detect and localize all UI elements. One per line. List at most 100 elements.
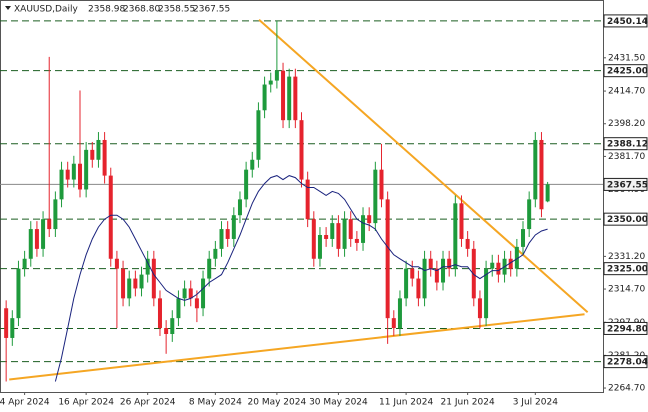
candle-body: [256, 110, 261, 160]
candle-body: [521, 229, 526, 247]
y-tick-label: 2431.50: [608, 53, 645, 63]
candle-body: [16, 268, 21, 319]
header-value: 2367.55: [193, 5, 230, 15]
candle-body: [422, 258, 427, 299]
x-tick-label: 21 Jun 2024: [441, 398, 495, 408]
level-label-box: [603, 14, 648, 28]
y-tick-label: 2398.20: [608, 119, 645, 129]
candle-body: [250, 159, 255, 170]
candle-body: [114, 258, 119, 269]
candle-body: [231, 215, 236, 239]
candle-body: [59, 169, 64, 200]
level-label: 2425.00: [607, 67, 648, 77]
x-tick-label: 8 May 2024: [189, 398, 242, 408]
candle-body: [34, 229, 39, 249]
candle-body: [10, 318, 15, 338]
level-label: 2450.14: [607, 17, 648, 27]
candle-body: [305, 179, 310, 220]
candle-body: [65, 169, 70, 180]
candle-body: [176, 298, 181, 319]
candle-body: [47, 219, 52, 230]
candle-body: [219, 229, 224, 249]
candle-body: [213, 248, 218, 259]
y-tick-label: 2381.70: [608, 152, 645, 162]
x-tick-label: 3 Jul 2024: [513, 398, 558, 408]
candle-body: [262, 84, 267, 111]
header-value: 2358.98: [88, 5, 125, 15]
candle-body: [121, 268, 126, 299]
candle-body: [367, 215, 372, 224]
y-tick-label: 2314.70: [608, 285, 645, 295]
candle-body: [342, 219, 347, 249]
candle-body: [496, 262, 501, 275]
candle-body: [465, 238, 470, 249]
level-label: 2325.00: [607, 265, 648, 275]
candle-body: [22, 258, 27, 269]
candle-body: [508, 258, 513, 269]
candle-body: [71, 163, 76, 180]
candle-body: [428, 258, 433, 269]
candle-body: [299, 120, 304, 180]
x-tick-label: 30 May 2024: [309, 398, 368, 408]
candle-body: [434, 268, 439, 283]
candle-body: [84, 149, 89, 190]
candle-body: [373, 169, 378, 224]
candle-body: [397, 298, 402, 329]
candle-body: [441, 258, 446, 283]
current-price-label-box: [603, 177, 648, 191]
y-tick-label: 2264.70: [608, 384, 645, 394]
candle-body: [477, 298, 482, 319]
candle-body: [471, 248, 476, 299]
candle-body: [453, 203, 458, 269]
symbol: XAUUSD,Daily: [14, 5, 78, 15]
candle-body: [410, 268, 415, 279]
candle-body: [281, 70, 286, 121]
candle-body: [336, 223, 341, 249]
level-label: 2294.80: [607, 324, 648, 334]
candle-body: [182, 288, 187, 299]
candle-body: [324, 235, 329, 239]
trendline: [9, 313, 585, 381]
candle-body: [41, 219, 46, 249]
y-tick-label: 2414.70: [608, 87, 645, 97]
header-value: 2368.80: [123, 5, 160, 15]
candle-body: [53, 199, 58, 230]
x-tick-label: 4 Apr 2024: [0, 398, 50, 408]
candle-body: [416, 278, 421, 299]
candle-body: [133, 278, 138, 289]
candle-body: [157, 298, 162, 329]
candle-body: [533, 139, 538, 200]
candle-body: [90, 149, 95, 160]
candle-body: [385, 199, 390, 319]
candle-body: [139, 274, 144, 289]
candle-body: [354, 238, 359, 243]
candle-body: [151, 258, 156, 299]
level-label-box: [603, 212, 648, 226]
candle-body: [527, 199, 532, 230]
candle-body: [514, 246, 519, 269]
moving-average: [54, 175, 548, 382]
candle-body: [4, 308, 9, 338]
candle-body: [268, 80, 273, 85]
plot-area: [0, 0, 604, 393]
x-tick-label: 26 Apr 2024: [120, 398, 176, 408]
level-label: 2350.00: [607, 215, 648, 225]
candle-body: [77, 163, 82, 190]
candle-body: [459, 203, 464, 239]
candle-body: [391, 318, 396, 329]
candle-body: [404, 268, 409, 299]
dropdown-icon[interactable]: [5, 6, 11, 10]
candle-body: [170, 318, 175, 334]
candle-body: [164, 328, 169, 334]
x-tick-label: 16 Apr 2024: [58, 398, 114, 408]
candle-body: [108, 175, 113, 259]
candle-body: [201, 278, 206, 309]
candle-body: [490, 262, 495, 269]
x-tick-label: 20 May 2024: [248, 398, 307, 408]
candle-body: [28, 229, 33, 259]
candle-body: [225, 229, 230, 239]
candle-body: [348, 219, 353, 239]
candle-body: [207, 258, 212, 279]
